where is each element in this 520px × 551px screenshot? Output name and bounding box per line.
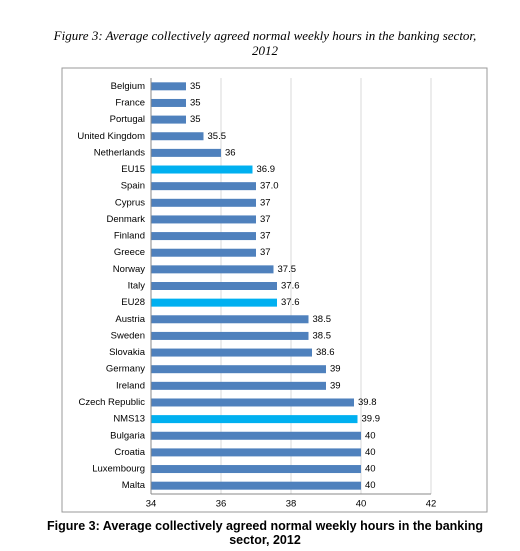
bar (151, 282, 277, 290)
bar (151, 315, 309, 324)
bar (151, 265, 274, 274)
chart: 34 36 38 40 42 Belgium 35 France 35 Portugal 35 Uni… (61, 67, 488, 513)
x-tick-label: 34 (146, 499, 157, 510)
value-label: 35.5 (208, 131, 227, 142)
value-label: 35 (190, 97, 201, 108)
bar (151, 82, 186, 91)
y-tick-label: Luxembourg (92, 464, 145, 475)
bar (151, 381, 326, 390)
value-label: 37 (260, 214, 271, 225)
y-tick-label: EU28 (121, 297, 145, 308)
value-label: 38.6 (316, 347, 335, 358)
y-tick-label: Italy (128, 281, 146, 292)
bar (151, 98, 186, 107)
value-label: 36 (225, 147, 236, 158)
bar (151, 481, 361, 490)
chart-frame (61, 67, 488, 513)
y-tick-label: United Kingdom (77, 131, 145, 142)
value-label: 40 (365, 464, 376, 475)
value-label: 37.0 (260, 181, 279, 192)
bar (151, 215, 256, 224)
value-label: 37.5 (278, 264, 297, 275)
bar (151, 398, 354, 407)
value-label: 39 (330, 364, 341, 375)
bar (151, 182, 256, 191)
y-tick-label: Greece (114, 247, 145, 258)
y-tick-label: Norway (113, 264, 145, 275)
y-tick-label: Belgium (111, 81, 145, 92)
y-tick-label: France (115, 97, 145, 108)
bar (151, 431, 361, 440)
y-tick-label: NMS13 (113, 414, 145, 425)
value-label: 40 (365, 447, 376, 458)
value-label: 38.5 (313, 330, 332, 341)
y-tick-label: Germany (106, 364, 145, 375)
value-label: 39.9 (362, 414, 381, 425)
x-tick-label: 38 (286, 499, 297, 510)
value-label: 39 (330, 380, 341, 391)
bar (151, 198, 256, 207)
value-label: 38.5 (313, 314, 332, 325)
x-tick-label: 40 (356, 499, 367, 510)
value-label: 37 (260, 247, 271, 258)
x-tick-label: 42 (426, 499, 437, 510)
y-tick-label: Malta (122, 480, 146, 491)
y-tick-label: Denmark (106, 214, 145, 225)
value-label: 37.6 (281, 281, 300, 292)
value-label: 35 (190, 81, 201, 92)
bar (151, 165, 253, 174)
value-label: 36.9 (257, 164, 276, 175)
y-tick-label: Cyprus (115, 197, 145, 208)
y-tick-label: Sweden (111, 330, 145, 341)
y-tick-label: Slovakia (109, 347, 146, 358)
bar (151, 465, 361, 474)
bar (151, 348, 312, 357)
x-tick-label: 36 (216, 499, 227, 510)
bar (151, 232, 256, 241)
y-tick-label: Ireland (116, 380, 145, 391)
y-tick-label: Netherlands (94, 147, 145, 158)
bar (151, 298, 277, 307)
bar (151, 415, 358, 424)
bar (151, 331, 309, 340)
value-label: 37.6 (281, 297, 300, 308)
bar (151, 365, 326, 374)
chart-title: Figure 3: Average collectively agreed no… (53, 28, 477, 58)
y-tick-label: Austria (115, 314, 145, 325)
bar (151, 248, 256, 257)
bar (151, 448, 361, 457)
y-tick-label: Bulgaria (110, 430, 146, 441)
y-tick-label: Portugal (110, 114, 145, 125)
value-label: 40 (365, 430, 376, 441)
bar (151, 148, 221, 157)
bar (151, 132, 204, 141)
value-label: 35 (190, 114, 201, 125)
y-tick-label: Czech Republic (78, 397, 145, 408)
y-tick-label: Finland (114, 231, 145, 242)
y-tick-label: Spain (121, 181, 145, 192)
bar (151, 115, 186, 124)
y-tick-label: Croatia (114, 447, 145, 458)
value-label: 37 (260, 197, 271, 208)
chart-caption: Figure 3: Average collectively agreed no… (46, 519, 484, 547)
value-label: 40 (365, 480, 376, 491)
y-tick-label: EU15 (121, 164, 145, 175)
value-label: 39.8 (358, 397, 377, 408)
value-label: 37 (260, 231, 271, 242)
